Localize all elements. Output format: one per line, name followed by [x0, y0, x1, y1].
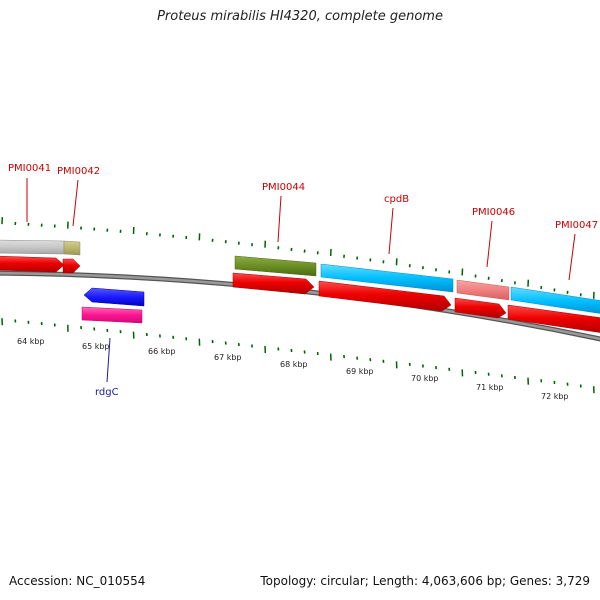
gene-rdgc-feature[interactable]	[83, 287, 145, 307]
forward-cds-row	[0, 255, 600, 334]
label-pmi0047[interactable]: PMI0047	[555, 220, 598, 231]
accession-text: Accession: NC_010554	[9, 574, 146, 588]
cds-arrow-pmi0044[interactable]	[232, 272, 315, 295]
map-title: Proteus mirabilis HI4320, complete genom…	[157, 9, 443, 24]
cds-arrow-pmi0041[interactable]	[0, 255, 65, 273]
gene-pmi0046-feature[interactable]	[456, 279, 510, 301]
scale-label-71: 71 kbp	[476, 383, 504, 392]
lower-tick-ring	[1, 318, 595, 394]
label-pmi0046[interactable]: PMI0046	[472, 207, 515, 218]
cds-arrow-pmi0046[interactable]	[454, 297, 507, 319]
scale-label-65: 65 kbp	[82, 342, 110, 351]
label-pmi0041[interactable]: PMI0041	[8, 163, 51, 174]
scale-labels: 64 kbp 65 kbp 66 kbp 67 kbp 68 kbp 69 kb…	[17, 337, 569, 401]
scale-label-67: 67 kbp	[214, 353, 242, 362]
scale-label-70: 70 kbp	[411, 374, 439, 383]
label-cpdb[interactable]: cpdB	[384, 194, 409, 205]
scale-label-64: 64 kbp	[17, 337, 45, 346]
gene-cpdb-feature[interactable]	[320, 263, 454, 293]
reverse-strand-genes	[81, 287, 145, 324]
genome-summary-text: Topology: circular; Length: 4,063,606 bp…	[260, 574, 590, 588]
gene-pmi0042-feature[interactable]	[63, 240, 81, 256]
cds-arrow-pmi0042[interactable]	[62, 258, 81, 274]
gene-pmi0044-feature[interactable]	[234, 255, 317, 277]
forward-strand-genes	[0, 239, 600, 315]
cds-arrow-cpdb[interactable]	[318, 280, 452, 312]
gene-labels: PMI0041 PMI0042 PMI0044 cpdB PMI0046 PMI…	[8, 163, 598, 398]
gene-pmi0041-feature[interactable]	[0, 239, 65, 255]
gene-pmi0047-feature[interactable]	[510, 286, 600, 315]
label-leaders	[26, 178, 576, 383]
scale-label-66: 66 kbp	[148, 347, 176, 356]
scale-label-69: 69 kbp	[346, 367, 374, 376]
cds-arrow-pmi0047[interactable]	[507, 304, 600, 334]
label-rdgc[interactable]: rdgC	[95, 387, 119, 398]
upper-tick-ring	[1, 217, 595, 299]
scale-label-68: 68 kbp	[280, 360, 308, 369]
scale-label-72: 72 kbp	[541, 392, 569, 401]
label-pmi0042[interactable]: PMI0042	[57, 166, 100, 177]
label-pmi0044[interactable]: PMI0044	[262, 182, 305, 193]
cds-arrow-rdgc[interactable]	[81, 306, 143, 324]
